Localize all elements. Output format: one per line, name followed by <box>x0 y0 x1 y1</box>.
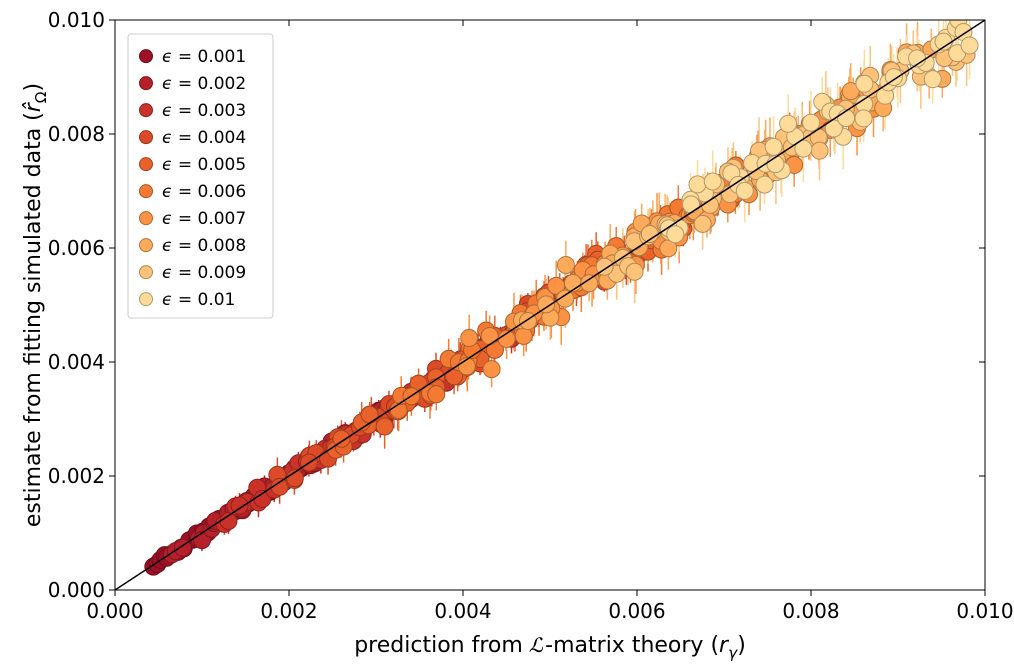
legend-marker <box>140 158 153 171</box>
data-point <box>689 176 706 193</box>
scatter-chart: 0.000 0.002 0.004 0.006 0.008 0.010 0.000 0.002… <box>0 0 1014 666</box>
y-axis-label: estimate from fitting simulated data (r̂… <box>21 83 50 527</box>
legend-marker <box>140 239 153 252</box>
data-point <box>483 361 500 378</box>
data-point <box>428 386 445 403</box>
data-point <box>683 196 700 213</box>
legend-marker <box>140 266 153 279</box>
legend-marker <box>140 185 153 198</box>
y-tick-label: 0.000 <box>48 578 105 602</box>
data-point <box>736 182 753 199</box>
legend: ϵ = 0.001 ϵ = 0.002 ϵ = 0.003 ϵ = 0.004 ϵ = … <box>128 34 273 318</box>
x-axis-label: prediction from ℒ-matrix theory (rγ) <box>354 633 746 662</box>
data-point <box>924 71 941 88</box>
data-point <box>803 114 820 131</box>
x-tick-label: 0.004 <box>434 599 491 623</box>
data-point <box>667 226 684 243</box>
legend-label: ϵ = 0.004 <box>162 128 246 148</box>
legend-marker <box>140 293 153 306</box>
legend-label: ϵ = 0.005 <box>162 155 246 175</box>
x-tick-label: 0.006 <box>608 599 665 623</box>
legend-label: ϵ = 0.009 <box>162 263 246 283</box>
data-point <box>855 110 872 127</box>
x-tick-label: 0.002 <box>260 599 317 623</box>
chart-container: 0.000 0.002 0.004 0.006 0.008 0.010 0.000 0.002… <box>0 0 1014 666</box>
data-point <box>557 256 574 273</box>
x-tick-label: 0.008 <box>782 599 839 623</box>
legend-label: ϵ = 0.003 <box>162 101 246 121</box>
legend-marker <box>140 50 153 63</box>
data-point <box>765 138 782 155</box>
data-point <box>694 215 711 232</box>
data-point <box>461 329 478 346</box>
legend-label: ϵ = 0.001 <box>162 47 246 67</box>
legend-label: ϵ = 0.007 <box>162 209 246 229</box>
data-point <box>481 328 498 345</box>
x-tick-label: 0.010 <box>956 599 1013 623</box>
data-point <box>704 173 721 190</box>
data-point <box>626 263 643 280</box>
data-point <box>515 327 532 344</box>
x-tick-label: 0.000 <box>86 599 143 623</box>
legend-label: ϵ = 0.01 <box>162 290 235 310</box>
legend-label: ϵ = 0.006 <box>162 182 246 202</box>
y-tick-label: 0.006 <box>48 236 105 260</box>
legend-label: ϵ = 0.008 <box>162 236 246 256</box>
y-tick-label: 0.008 <box>48 122 105 146</box>
legend-marker <box>140 212 153 225</box>
data-point <box>780 115 797 132</box>
data-point <box>565 274 582 291</box>
y-tick-label: 0.010 <box>48 8 105 32</box>
data-point <box>838 109 855 126</box>
data-point <box>961 37 978 54</box>
y-tick-label: 0.002 <box>48 464 105 488</box>
legend-label: ϵ = 0.002 <box>162 74 246 94</box>
legend-marker <box>140 131 153 144</box>
data-point <box>361 406 378 423</box>
y-tick-label: 0.004 <box>48 350 105 374</box>
legend-marker <box>140 104 153 117</box>
data-point <box>811 142 828 159</box>
legend-marker <box>140 77 153 90</box>
data-point <box>376 418 393 435</box>
data-point <box>756 176 773 193</box>
data-point <box>856 75 873 92</box>
